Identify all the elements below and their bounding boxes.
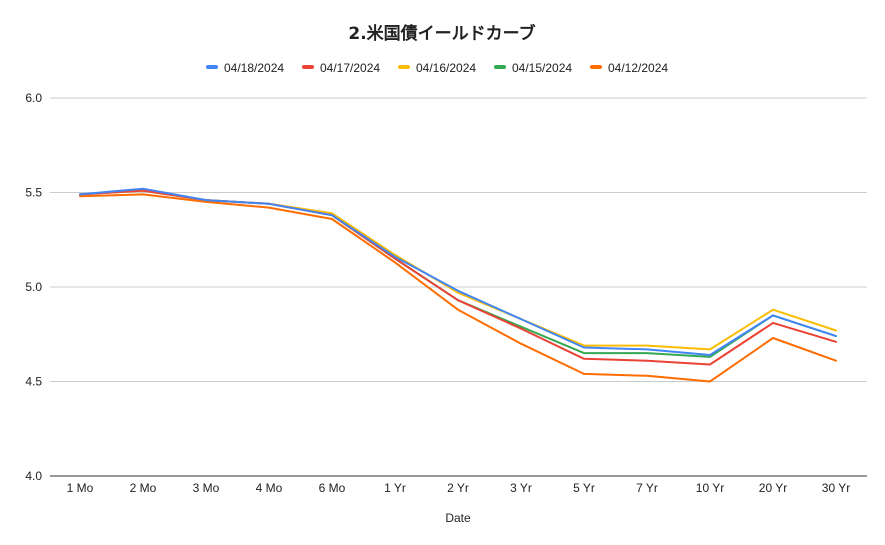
legend-swatch <box>590 65 602 69</box>
x-tick-label: 4 Mo <box>256 481 283 495</box>
x-tick-label: 3 Mo <box>193 481 220 495</box>
y-tick-label: 4.0 <box>25 469 42 483</box>
legend-entry: 04/16/2024 <box>398 61 476 75</box>
series-line-04-15-2024 <box>79 189 837 358</box>
x-tick-label: 20 Yr <box>759 481 787 495</box>
legend-entry: 04/15/2024 <box>494 61 572 75</box>
legend-label: 04/18/2024 <box>224 61 284 75</box>
x-tick-label: 3 Yr <box>510 481 532 495</box>
x-tick-label: 30 Yr <box>822 481 850 495</box>
x-tick-label: 6 Mo <box>319 481 346 495</box>
chart-legend: 04/18/2024 04/17/2024 04/16/2024 04/15/2024… <box>206 61 668 75</box>
y-tick-label: 5.5 <box>25 186 42 200</box>
series-line-04-18-2024 <box>79 187 837 356</box>
x-tick-label: 5 Yr <box>573 481 595 495</box>
series-line-04-12-2024 <box>79 193 837 383</box>
x-tick-label: 2 Yr <box>447 481 469 495</box>
legend-label: 04/17/2024 <box>320 61 380 75</box>
x-tick-label: 10 Yr <box>696 481 724 495</box>
legend-entry: 04/12/2024 <box>590 61 668 75</box>
legend-label: 04/15/2024 <box>512 61 572 75</box>
legend-entry: 04/18/2024 <box>206 61 284 75</box>
series-line-04-17-2024 <box>79 189 837 366</box>
chart-title: 2.米国債イールドカーブ <box>348 23 535 44</box>
x-tick-label: 2 Mo <box>130 481 157 495</box>
y-axis-ticks: 4.0 4.5 5.0 5.5 6.0 <box>25 91 42 483</box>
x-axis-ticks: 1 Mo 2 Mo 3 Mo 4 Mo 6 Mo 1 Yr 2 Yr 3 Yr 5 Yr 7 Yr… <box>67 481 851 495</box>
y-tick-label: 6.0 <box>25 91 42 105</box>
legend-label: 04/12/2024 <box>608 61 668 75</box>
legend-swatch <box>494 65 506 69</box>
legend-label: 04/16/2024 <box>416 61 476 75</box>
x-tick-label: 1 Mo <box>67 481 94 495</box>
x-axis-title: Date <box>445 511 471 525</box>
legend-swatch <box>398 65 410 69</box>
legend-swatch <box>302 65 314 69</box>
y-tick-label: 5.0 <box>25 280 42 294</box>
y-tick-label: 4.5 <box>25 375 42 389</box>
legend-swatch <box>206 65 218 69</box>
legend-entry: 04/17/2024 <box>302 61 380 75</box>
chart-series <box>79 187 837 383</box>
chart-gridlines <box>50 97 867 477</box>
x-tick-label: 1 Yr <box>384 481 406 495</box>
x-tick-label: 7 Yr <box>636 481 658 495</box>
series-line-04-16-2024 <box>79 189 837 351</box>
